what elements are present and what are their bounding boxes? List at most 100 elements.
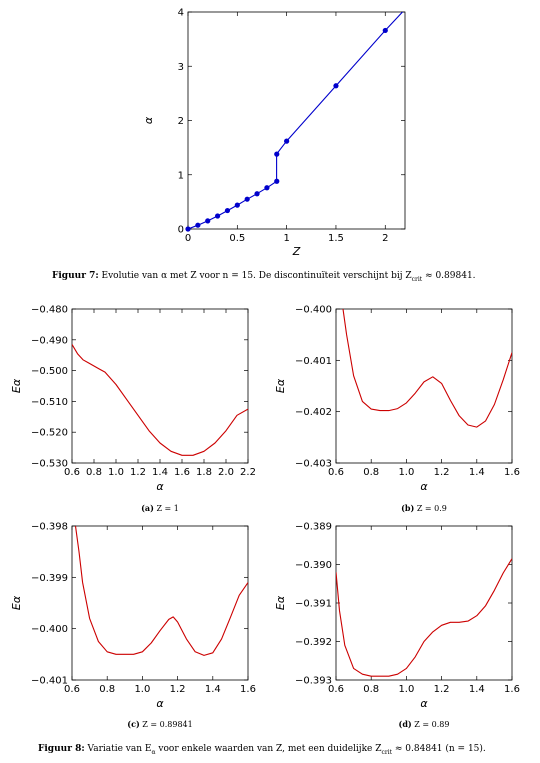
- x-tick-label: 0.6: [64, 467, 80, 478]
- y-tick-label: 2: [178, 116, 184, 127]
- figure8-caption: Figuur 8: Variatie van Eα voor enkele wa…: [38, 744, 486, 756]
- plot-frame: [335, 308, 513, 464]
- figure7-caption: Figuur 7: Evolutie van α met Z voor n = …: [52, 271, 476, 283]
- plot-frame: [71, 308, 249, 464]
- x-axis-label: α: [156, 697, 164, 710]
- data-point: [195, 222, 201, 228]
- x-tick-label: 1.2: [434, 467, 450, 478]
- x-tick-label: 1.2: [130, 467, 146, 478]
- x-axis-label: α: [420, 697, 428, 710]
- energy-curve: [74, 526, 248, 656]
- x-tick-label: 1.6: [240, 684, 256, 695]
- x-tick-label: 2.0: [218, 467, 234, 478]
- y-tick-label: −0.520: [31, 428, 68, 439]
- figure8-caption-label: Figuur 8:: [38, 744, 85, 754]
- energy-panel-d: 0.6 0.8 1.0 1.2 1.4 1.6 −0.389 −0.390 −0.391 −0.3…: [274, 522, 520, 711]
- x-tick-label: 1.6: [504, 684, 520, 695]
- series-line: [188, 12, 404, 229]
- x-tick-label: 1.4: [469, 684, 485, 695]
- data-point: [382, 27, 388, 34]
- figure7-caption-text: Evolutie van α met Z voor n = 15. De dis…: [101, 271, 412, 281]
- x-axis-label: Z: [292, 245, 301, 258]
- x-axis-label: α: [156, 480, 164, 493]
- panel-d-sublabel: (d) Z = 0.89: [398, 719, 450, 729]
- x-tick-label: 1.4: [469, 467, 485, 478]
- y-axis-label: α: [142, 116, 155, 124]
- y-tick-label: 4: [178, 8, 184, 19]
- y-tick-label: 1: [178, 170, 184, 181]
- x-tick-label: 1.0: [108, 467, 124, 478]
- plot-frame: [335, 525, 513, 681]
- x-tick-label: 0.6: [328, 467, 344, 478]
- y-tick-label: −0.530: [31, 459, 68, 470]
- data-point: [224, 207, 231, 214]
- data-point: [214, 213, 221, 219]
- y-axis-label: Eα: [10, 378, 23, 393]
- x-tick-label: 1.2: [434, 684, 450, 695]
- figure7-caption-sub: crit: [411, 275, 423, 283]
- x-tick-label: 0.5: [229, 233, 245, 244]
- x-tick-label: 1.2: [170, 684, 186, 695]
- y-axis-label: Eα: [274, 595, 287, 610]
- y-tick-label: −0.390: [295, 560, 332, 571]
- x-tick-label: 1.4: [152, 467, 168, 478]
- x-tick-label: 2: [382, 233, 388, 244]
- x-tick-label: 1: [283, 233, 289, 244]
- energy-curve: [342, 309, 512, 428]
- data-point: [274, 151, 280, 157]
- figure8-caption-text: Variatie van E: [87, 744, 152, 754]
- figure7-caption-tail: ≈ 0.89841.: [422, 271, 476, 281]
- x-tick-label: 1.0: [134, 684, 150, 695]
- y-tick-label: −0.401: [295, 356, 332, 367]
- x-tick-label: 0.8: [363, 467, 379, 478]
- energy-panel-b: 0.6 0.8 1.0 1.2 1.4 1.6 −0.400 −0.401 −0.402 −0.4…: [274, 305, 520, 494]
- x-tick-label: 0.8: [363, 684, 379, 695]
- data-point: [254, 191, 260, 197]
- x-tick-label: 0.8: [99, 684, 115, 695]
- y-tick-label: −0.403: [295, 459, 332, 470]
- x-tick-label: 0.8: [86, 467, 102, 478]
- data-point: [234, 202, 240, 208]
- x-tick-label: 0.6: [328, 684, 344, 695]
- x-tick-label: 1.6: [504, 467, 520, 478]
- x-tick-label: 1.4: [205, 684, 221, 695]
- data-point: [244, 196, 250, 202]
- x-tick-label: 0.6: [64, 684, 80, 695]
- y-tick-label: −0.510: [31, 397, 68, 408]
- y-tick-label: −0.393: [295, 676, 332, 687]
- panel-a-sublabel: (a) Z = 1: [141, 503, 179, 513]
- y-tick-label: −0.392: [295, 637, 332, 648]
- y-tick-label: −0.391: [295, 599, 332, 610]
- y-tick-label: −0.401: [31, 676, 68, 687]
- x-tick-label: 1.0: [398, 684, 414, 695]
- energy-panel-c: 0.6 0.8 1.0 1.2 1.4 1.6 −0.398 −0.399 −0.400 −0.4…: [10, 522, 256, 711]
- x-tick-label: 0: [185, 233, 191, 244]
- data-point: [264, 185, 270, 191]
- x-tick-label: 1.8: [196, 467, 212, 478]
- y-tick-label: −0.398: [31, 522, 68, 533]
- data-point: [333, 83, 339, 89]
- y-tick-label: −0.402: [295, 407, 332, 418]
- x-axis-label: α: [420, 480, 428, 493]
- energy-curve: [72, 344, 248, 456]
- y-tick-label: −0.389: [295, 522, 332, 533]
- y-axis-label: Eα: [274, 378, 287, 393]
- y-tick-label: −0.400: [295, 305, 332, 316]
- panel-b-sublabel: (b) Z = 0.9: [401, 503, 447, 513]
- data-point: [274, 178, 280, 184]
- y-tick-label: 3: [178, 62, 184, 73]
- y-tick-label: −0.500: [31, 366, 68, 377]
- data-point: [284, 138, 290, 144]
- energy-panel-a: 0.6 0.8 1.0 1.2 1.4 1.6 1.8 2.0 2.2 −0.480 −0.490 −…: [10, 305, 256, 494]
- panel-c-sublabel: (c) Z = 0.89841: [127, 719, 193, 729]
- data-point: [205, 218, 211, 224]
- y-tick-label: −0.399: [31, 573, 68, 584]
- y-tick-label: 0: [178, 225, 184, 236]
- alpha-vs-z-chart: 0 0.5 1 1.5 2 0 1 2 3 4 Zα: [142, 8, 406, 258]
- x-tick-label: 1.5: [328, 233, 344, 244]
- y-tick-label: −0.480: [31, 305, 68, 316]
- x-tick-label: 1.0: [398, 467, 414, 478]
- plot-frame: [71, 525, 249, 681]
- energy-curve: [336, 558, 512, 677]
